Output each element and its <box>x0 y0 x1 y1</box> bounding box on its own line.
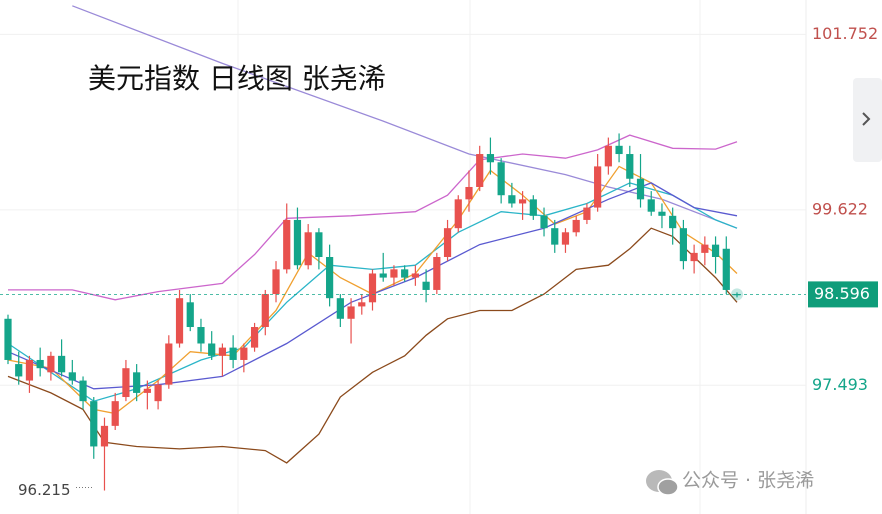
candle-body <box>186 302 194 328</box>
candle-body <box>594 166 602 208</box>
candle-body <box>218 347 227 356</box>
candle-body <box>551 228 559 245</box>
candle-body <box>722 248 730 290</box>
candle-body <box>401 269 409 278</box>
candle-body <box>100 425 109 447</box>
candle-body <box>165 343 173 385</box>
candle-body <box>25 359 34 381</box>
candle-body <box>658 211 666 216</box>
candle-body <box>604 145 612 167</box>
candle-body <box>175 298 184 344</box>
y-tick-label: 99.622 <box>812 199 868 218</box>
candle-body <box>122 368 130 398</box>
candle-body <box>68 372 76 381</box>
candle-body <box>476 154 484 187</box>
candle-body <box>433 257 441 290</box>
candle-body <box>4 318 12 360</box>
chart-title: 美元指数 日线图 张尧浠 <box>88 62 386 95</box>
candle-body <box>111 401 119 426</box>
candle-body <box>390 269 398 278</box>
candle-body <box>690 252 698 262</box>
candle-body <box>379 273 387 278</box>
candle-body <box>529 199 537 216</box>
candle-body <box>669 215 677 229</box>
candle-body <box>701 244 709 253</box>
indicator-line <box>7 227 738 464</box>
watermark-text: 公众号 · 张尧浠 <box>682 470 814 492</box>
candle-body <box>443 228 452 257</box>
candle-body <box>304 232 312 266</box>
chevron-icon <box>862 112 871 126</box>
candle-body <box>733 294 741 296</box>
candle-body <box>647 199 655 212</box>
price-axis: 101.752 99.622 97.493 98.596 96.215 <box>0 24 878 499</box>
last-price-box <box>808 281 878 308</box>
candle-body <box>326 257 334 299</box>
candle-body <box>508 195 516 204</box>
collapse-button[interactable] <box>853 78 882 162</box>
candle-body <box>133 372 141 393</box>
candle-body <box>422 281 430 290</box>
candles <box>4 133 741 491</box>
candle-body <box>36 359 44 369</box>
low-marker-label: 96.215 <box>18 481 71 499</box>
candle-body <box>197 327 205 344</box>
candle-body <box>47 355 55 373</box>
candle-body <box>679 228 687 262</box>
candle-body <box>454 199 462 229</box>
candle-body <box>79 380 87 402</box>
candle-body <box>411 273 419 278</box>
last-price-label: 98.596 <box>814 284 870 303</box>
candle-body <box>143 388 151 393</box>
candle-body <box>90 401 98 447</box>
candle-body <box>336 298 344 319</box>
candle-body <box>368 273 377 303</box>
candle-body <box>465 186 473 200</box>
candle-body <box>250 327 259 348</box>
indicator-line <box>8 134 738 301</box>
candle-body <box>518 199 527 204</box>
candle-body <box>486 154 495 163</box>
candle-body <box>711 244 720 257</box>
candle-body <box>572 219 580 233</box>
candle-body <box>636 178 645 200</box>
indicator-line <box>72 5 738 229</box>
candle-body <box>293 219 302 266</box>
candle-body <box>229 347 237 360</box>
candle-body <box>154 384 162 402</box>
candle-body <box>497 162 505 196</box>
candle-body <box>626 154 634 179</box>
last-price-dot <box>731 288 743 301</box>
candle-body <box>615 145 623 155</box>
candle-body <box>347 306 355 319</box>
candle-body <box>358 302 366 307</box>
candle-body <box>208 343 216 356</box>
candle-body <box>261 294 269 328</box>
candle-body <box>315 232 323 257</box>
candle-body <box>15 364 23 377</box>
candle-body <box>583 207 591 220</box>
candle-body <box>58 355 66 373</box>
y-tick-label: 101.752 <box>812 24 878 43</box>
candle-body <box>272 269 280 295</box>
candle-body <box>283 219 291 270</box>
candle-body <box>561 232 570 245</box>
y-tick-label: 97.493 <box>812 375 868 394</box>
candle-body <box>240 347 248 360</box>
watermark: 公众号 · 张尧浠 <box>646 470 814 496</box>
candle-body <box>540 215 548 229</box>
wechat-icon <box>657 478 679 496</box>
